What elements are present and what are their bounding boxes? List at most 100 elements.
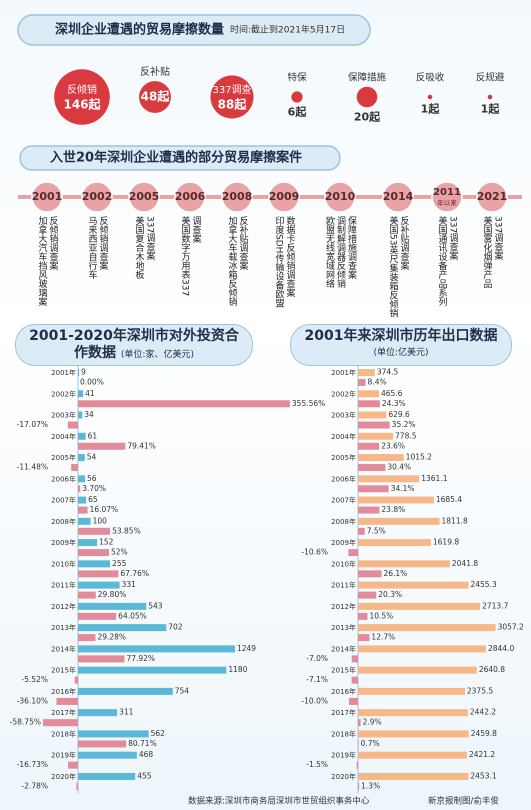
bar xyxy=(358,612,368,620)
timeline-node xyxy=(81,181,113,213)
bar xyxy=(351,676,358,684)
bar xyxy=(78,527,111,535)
bar-label: 26.1% xyxy=(383,569,407,578)
timeline-case: 反倾销调查案 xyxy=(98,216,109,271)
bar xyxy=(78,496,87,504)
timeline-case: 美国雾化烟弹产品 xyxy=(482,215,493,289)
timeline-year: 2001 xyxy=(32,190,63,203)
y-tick-label: 2001年 xyxy=(331,368,356,377)
bar-label: 100 xyxy=(93,516,108,525)
timeline-node xyxy=(268,181,300,213)
y-tick-label: 2010年 xyxy=(51,559,76,568)
bar-label: 7.5% xyxy=(367,526,386,535)
bar xyxy=(78,581,120,589)
y-tick-label: 2014年 xyxy=(51,644,76,653)
bar-label: 52% xyxy=(111,548,128,557)
timeline-year: 2006 xyxy=(175,190,206,203)
bar-label: 41 xyxy=(85,389,95,398)
y-tick-label: 2017年 xyxy=(331,708,356,717)
bar-label: 0.7% xyxy=(361,739,380,748)
bar xyxy=(358,740,359,748)
bar-label: 355.56% xyxy=(292,399,325,408)
bar-label: 2442.2 xyxy=(470,708,496,717)
bar-label: 702 xyxy=(168,623,183,632)
bar-label: 2455.3 xyxy=(470,580,496,589)
bar xyxy=(78,624,167,632)
timeline-case: 数据卡反倾销调查案 xyxy=(285,215,296,298)
bar xyxy=(78,485,81,493)
bar-label: 465.6 xyxy=(381,389,403,398)
bar xyxy=(358,506,380,514)
timeline-node xyxy=(324,181,356,213)
bubble-value: 1起 xyxy=(481,101,501,115)
bar-label: 1619.8 xyxy=(433,538,459,547)
bar-label: 65 xyxy=(88,495,98,504)
bubble-name: 特保 xyxy=(287,72,307,84)
y-tick-label: 2020年 xyxy=(51,772,76,781)
y-tick-label: 2015年 xyxy=(331,666,356,675)
bar-label: 1811.8 xyxy=(442,516,468,525)
bar xyxy=(78,539,98,547)
bar xyxy=(78,549,109,557)
timeline-case: 马来西亚自行车 xyxy=(87,216,98,280)
bubble-name: 保障措施 xyxy=(348,72,387,84)
bar-label: -5.52% xyxy=(21,675,48,684)
bar xyxy=(78,772,136,780)
y-tick-label: 2013年 xyxy=(331,623,356,632)
y-tick-label: 2005年 xyxy=(51,453,76,462)
bar-label: 53.85% xyxy=(112,526,141,535)
bar-label: 2375.5 xyxy=(467,686,493,695)
bar-label: 61 xyxy=(88,431,98,440)
bar xyxy=(358,719,361,727)
bubble-name: 337调查 xyxy=(212,83,251,96)
timeline-node xyxy=(431,181,463,213)
bar xyxy=(42,719,78,727)
bar-label: -36.10% xyxy=(17,696,48,705)
bubble-value: 146起 xyxy=(63,97,101,112)
y-tick-label: 2018年 xyxy=(331,729,356,738)
timeline-title: 入世20年深圳企业遭遇的部分贸易摩擦案件 xyxy=(50,150,302,166)
y-tick-label: 2012年 xyxy=(331,602,356,611)
bar xyxy=(78,570,119,578)
header-title: 深圳企业遭遇的贸易摩擦数量 xyxy=(55,22,224,38)
timeline-year: 2002 xyxy=(82,190,113,203)
export-title: 2001年来深圳市历年出口数据 xyxy=(304,328,498,344)
bar-label: 20.3% xyxy=(378,590,402,599)
timeline-case: 调查案 xyxy=(191,216,202,244)
bar xyxy=(78,666,227,674)
bar-label: 255 xyxy=(112,559,127,568)
export-banner: 2001年来深圳市历年出口数据 (单位:亿美元) xyxy=(290,324,512,366)
timeline-case: 调制解调器反倾销 xyxy=(335,216,346,289)
bar-label: 543 xyxy=(148,601,163,610)
timeline-case: 美国复合木地板 xyxy=(134,215,145,280)
footer-credit: 新京报制图/俞丰俊 xyxy=(428,796,499,807)
bar-label: -10.0% xyxy=(301,696,328,705)
investment-banner: 2001-2020年深圳市对外投资合作数据 (单位:家、亿美元) xyxy=(15,324,253,366)
bar-label: 56 xyxy=(87,474,97,483)
bar xyxy=(78,454,85,462)
timeline-case: 美国数字万用表337 xyxy=(180,215,191,296)
timeline-case: 美国53英尺集装箱反倾销 xyxy=(388,215,399,318)
timeline-case: 反补贴调查案 xyxy=(238,216,249,271)
bar-label: 1015.2 xyxy=(406,453,432,462)
bar xyxy=(351,655,358,663)
y-tick-label: 2005年 xyxy=(331,453,356,462)
bar xyxy=(358,581,469,589)
y-tick-label: 2016年 xyxy=(51,687,76,696)
bar-label: 1.3% xyxy=(361,781,380,790)
investment-title: 2001-2020年深圳市对外投资合作数据 xyxy=(29,328,239,361)
bar-label: 67.76% xyxy=(120,569,149,578)
bar-label: 468 xyxy=(139,750,154,759)
bar xyxy=(78,591,96,599)
bar xyxy=(358,485,389,493)
bubble-value: 88起 xyxy=(218,97,248,112)
bar xyxy=(356,761,358,769)
y-tick-label: 2017年 xyxy=(51,708,76,717)
bar-label: 2844.0 xyxy=(488,644,514,653)
bar xyxy=(358,390,379,398)
y-tick-label: 2020年 xyxy=(331,772,356,781)
y-tick-label: 2008年 xyxy=(331,517,356,526)
bar-label: 80.71% xyxy=(128,739,157,748)
bar xyxy=(348,549,358,557)
